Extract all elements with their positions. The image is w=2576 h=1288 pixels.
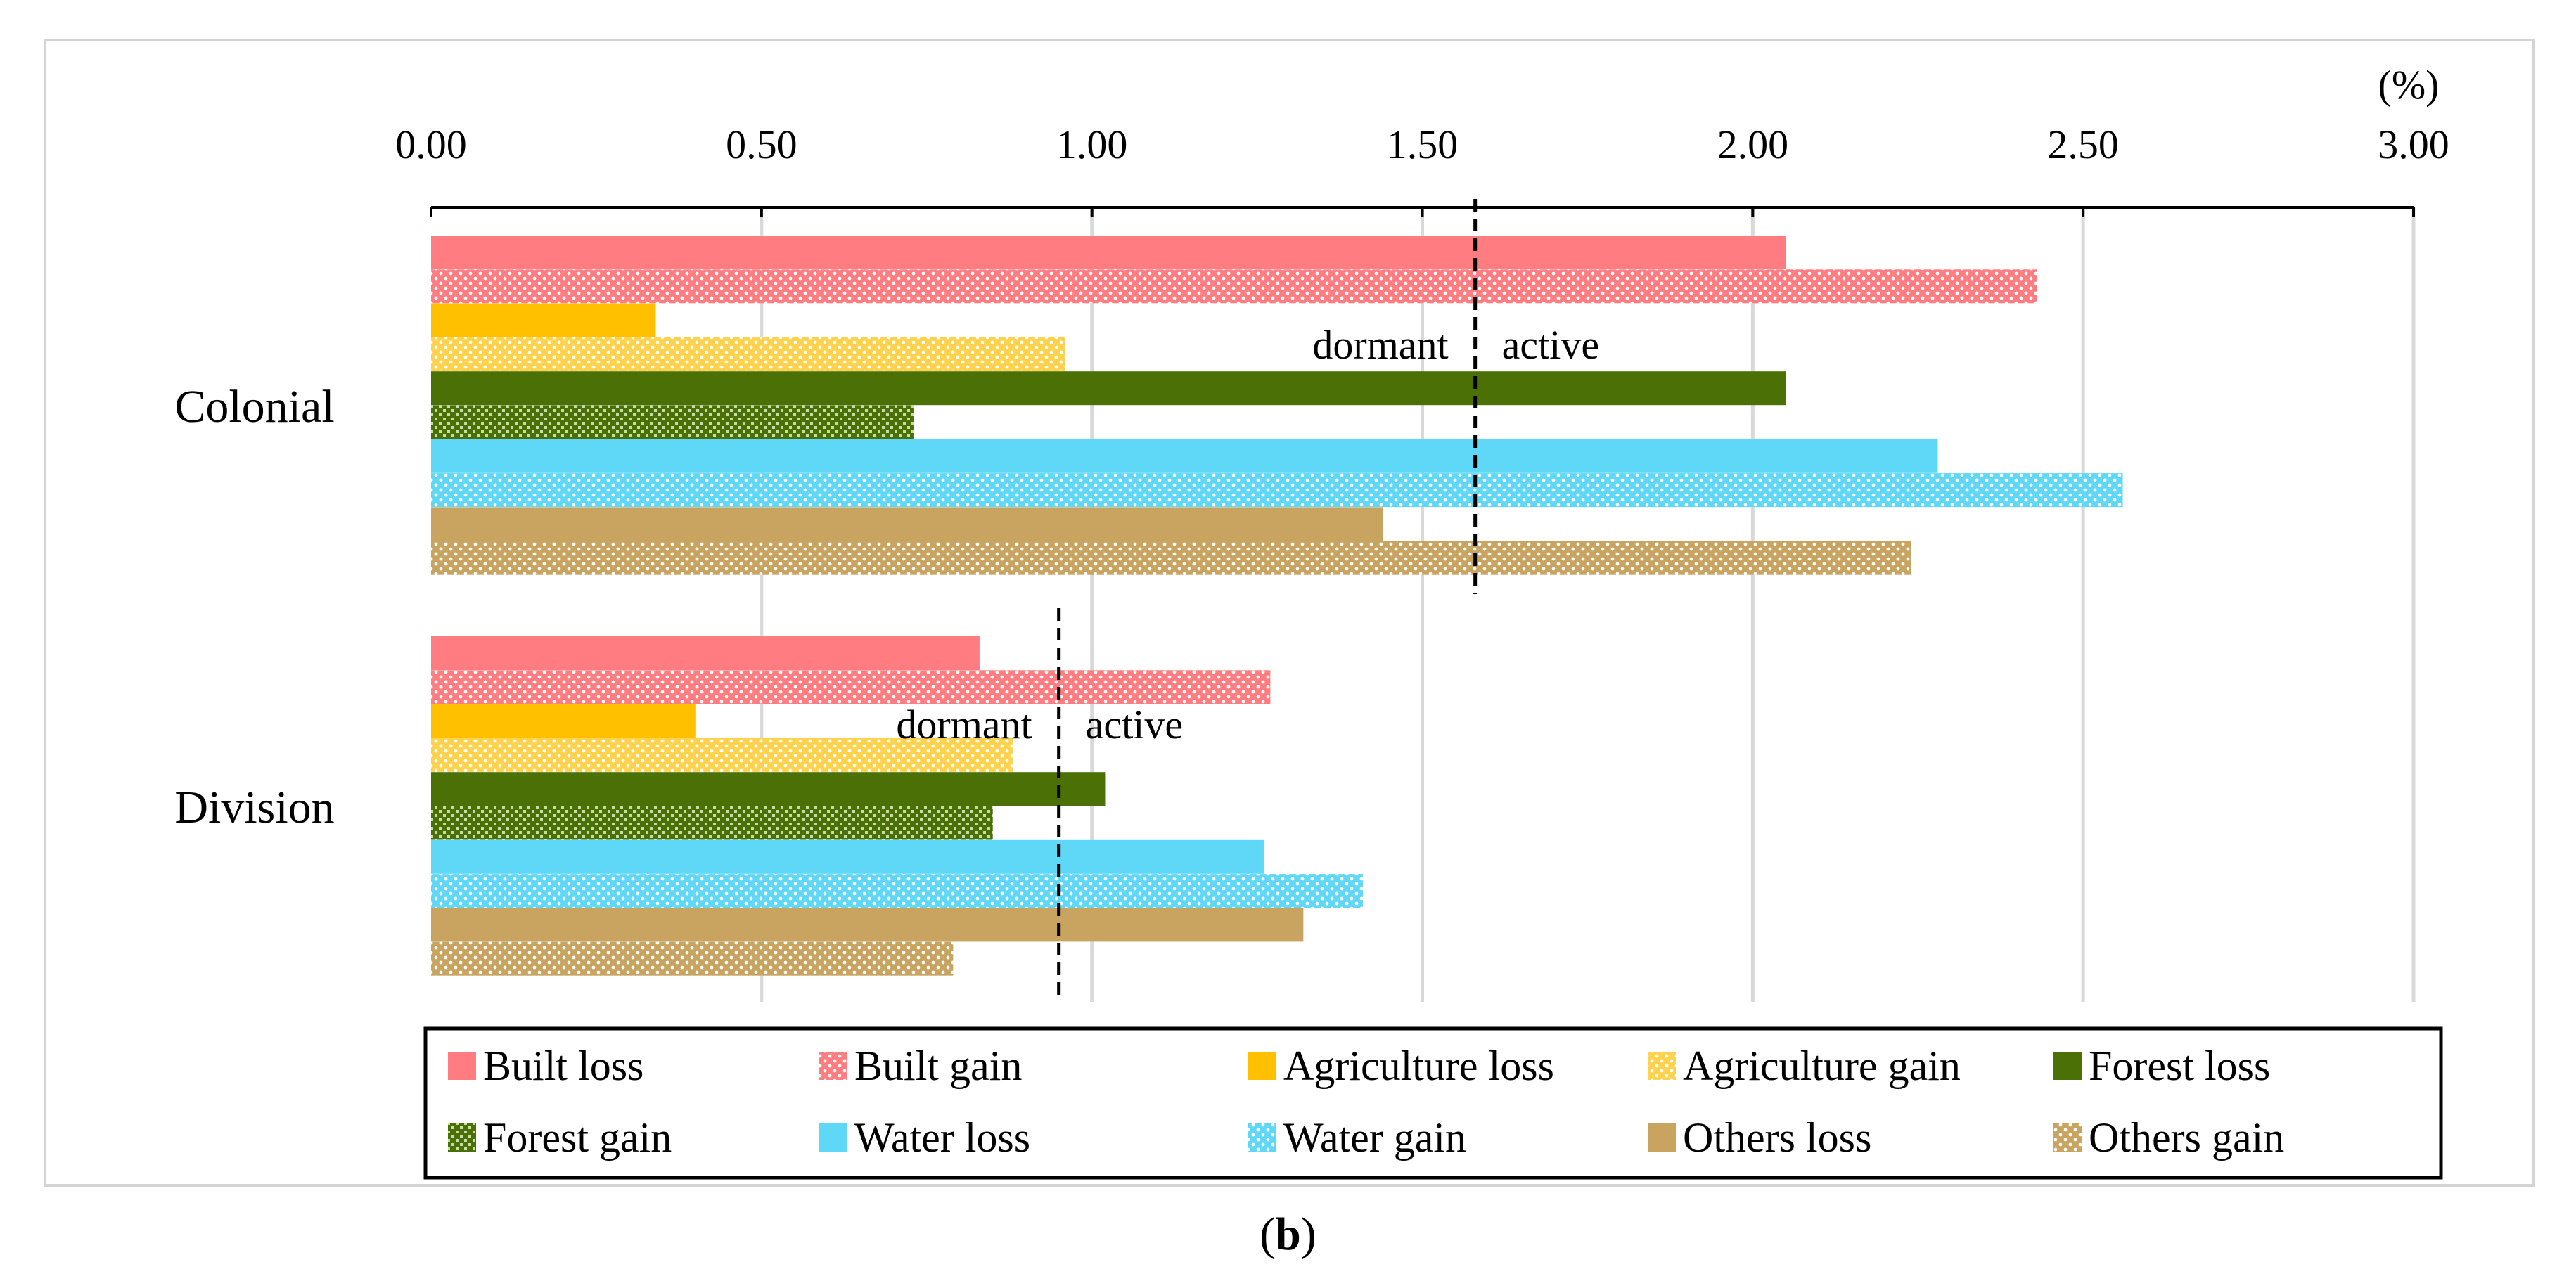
bar-division-others-loss [431,908,1304,942]
labels: Colonial Division [174,381,334,833]
legend-swatch-forest-loss [2053,1052,2082,1080]
bar-division-built-gain [431,670,1271,704]
thresholds: dormant active dormant active [896,199,1599,1002]
bar-division-water-loss [431,839,1264,874]
threshold-left-label: dormant [896,702,1032,747]
legend-label-others-loss: Others loss [1683,1114,1871,1161]
figure-caption: (b) [0,1208,2576,1261]
bar-division-built-loss [431,636,980,670]
tick-label: 3.00 [2378,122,2449,167]
threshold-right-label: active [1502,322,1599,368]
threshold-left-label: dormant [1312,322,1448,368]
legend-label-built-loss: Built loss [483,1043,643,1089]
legend-swatch-agriculture-loss [1248,1052,1276,1080]
legend-swatch-agriculture-gain [1648,1052,1676,1080]
bar-colonial-built-gain [431,269,2037,304]
tick-label: 2.50 [2047,122,2119,167]
bar-colonial-agriculture-loss [431,303,656,337]
tick-label: 1.50 [1387,122,1459,167]
tick-label: 0.00 [395,122,467,167]
category-label-division: Division [174,782,334,833]
unit-label: (%) [2378,62,2440,108]
threshold-right-label: active [1086,702,1183,747]
tick-label: 0.50 [726,122,797,167]
tick-label: 1.00 [1056,122,1128,167]
legend-swatch-built-loss [448,1052,476,1080]
x-axis: 0.00 0.50 1.00 1.50 2.00 2.50 3.00 (%) [395,62,2449,217]
legend-box [423,1026,2443,1180]
legend-swatch-water-loss [819,1123,847,1152]
bar-colonial-water-gain [431,473,2123,508]
bar-division-forest-gain [431,806,993,840]
bar-colonial-built-loss [431,236,1786,269]
bar-division-forest-loss [431,772,1106,806]
legend: Built loss Built gain Agriculture loss Agri… [423,1026,2443,1180]
legend-swatch-others-gain [2053,1123,2082,1152]
bar-division-agriculture-loss [431,704,696,738]
legend-swatch-water-gain [1248,1123,1276,1152]
legend-label-forest-gain: Forest gain [483,1114,672,1161]
legend-label-agriculture-loss: Agriculture loss [1283,1043,1554,1089]
legend-swatch-forest-gain [448,1123,476,1152]
bar-colonial-others-loss [431,507,1383,541]
bar-colonial-forest-gain [431,405,914,439]
bar-colonial-agriculture-gain [431,337,1066,371]
bar-division-others-gain [431,941,954,976]
caption-open: ( [1260,1209,1276,1260]
legend-label-forest-loss: Forest loss [2089,1043,2270,1089]
category-label-colonial: Colonial [174,381,334,432]
caption-close: ) [1300,1209,1316,1260]
tick-label: 2.00 [1717,122,1789,167]
chart-frame [44,39,2535,1187]
legend-swatch-others-loss [1648,1123,1676,1152]
bar-colonial-forest-loss [431,371,1786,406]
legend-label-built-gain: Built gain [854,1043,1022,1089]
legend-label-water-loss: Water loss [854,1114,1030,1161]
legend-label-others-gain: Others gain [2089,1114,2284,1161]
bar-division-water-gain [431,874,1363,908]
bar-division-agriculture-gain [431,738,1013,772]
bar-colonial-water-loss [431,439,1938,473]
legend-label-water-gain: Water gain [1283,1114,1466,1161]
legend-label-agriculture-gain: Agriculture gain [1683,1043,1961,1089]
caption-letter: b [1275,1209,1301,1260]
bar-colonial-others-gain [431,541,1911,575]
bars [431,236,2123,976]
legend-swatch-built-gain [819,1052,847,1080]
